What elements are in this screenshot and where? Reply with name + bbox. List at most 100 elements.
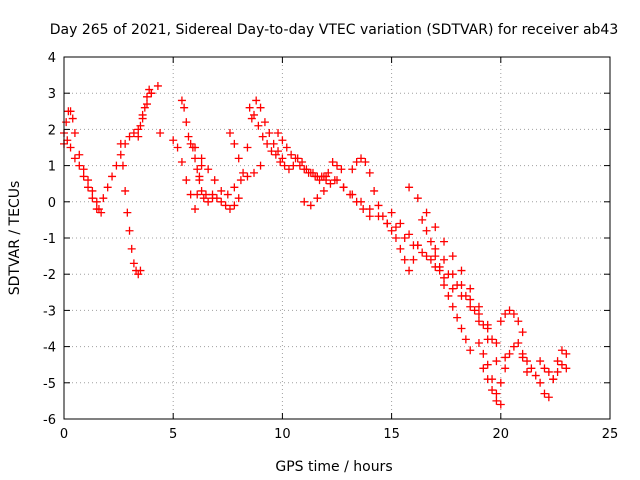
data-point — [422, 252, 431, 261]
data-point — [116, 150, 125, 159]
data-point — [136, 121, 145, 130]
data-point — [361, 157, 370, 166]
data-point — [396, 219, 405, 228]
y-axis-label: SDTVAR / TECUs — [7, 181, 23, 296]
data-point — [260, 118, 269, 127]
data-point — [466, 284, 475, 293]
data-point — [527, 364, 536, 373]
data-point — [492, 338, 501, 347]
data-point — [322, 172, 331, 181]
data-point — [431, 244, 440, 253]
data-point — [333, 161, 341, 170]
data-point — [483, 324, 492, 333]
data-point — [536, 357, 545, 366]
data-point — [153, 81, 162, 90]
data-point — [557, 346, 566, 355]
data-point — [387, 208, 396, 217]
axis-ticks: 0 5 10 15 20 25 -6 -5 -4 -3 -2 -1 0 1 2 3 4 — [43, 51, 618, 442]
y-tick-label: 0 — [48, 196, 56, 211]
data-point — [431, 262, 440, 271]
data-point — [84, 176, 93, 185]
data-point — [330, 176, 339, 185]
data-point — [365, 212, 374, 221]
data-point — [197, 154, 206, 163]
data-point — [223, 190, 232, 199]
data-point — [557, 360, 566, 369]
data-point — [169, 136, 178, 145]
data-point — [182, 118, 191, 127]
data-point — [422, 226, 431, 235]
data-point — [523, 367, 532, 376]
x-tick-label: 5 — [169, 427, 177, 442]
data-point — [193, 190, 202, 199]
data-point — [138, 110, 147, 119]
data-point — [191, 143, 200, 152]
data-point — [84, 183, 93, 192]
data-point — [501, 364, 510, 373]
data-point — [328, 157, 337, 166]
data-point — [492, 396, 501, 405]
data-point — [177, 157, 186, 166]
data-point — [88, 186, 97, 195]
data-point — [245, 103, 254, 112]
data-point — [134, 132, 143, 141]
data-point — [191, 205, 200, 214]
data-point — [405, 183, 414, 192]
data-point — [457, 281, 466, 290]
data-point — [300, 165, 309, 174]
data-point — [142, 92, 151, 101]
y-tick-label: 2 — [48, 123, 56, 138]
data-point — [221, 201, 230, 210]
data-points — [60, 81, 571, 409]
data-point — [339, 183, 348, 192]
data-point — [440, 281, 449, 290]
data-point — [230, 183, 239, 192]
data-point — [173, 143, 182, 152]
data-point — [250, 168, 259, 177]
chart-title: Day 265 of 2021, Sidereal Day-to-day VTE… — [50, 22, 619, 38]
data-point — [509, 342, 518, 351]
data-point — [97, 208, 106, 217]
data-point — [180, 103, 189, 112]
y-tick-label: -5 — [43, 377, 56, 392]
data-point — [466, 346, 475, 355]
data-point — [319, 186, 328, 195]
data-point — [440, 255, 449, 264]
data-point — [518, 328, 527, 337]
data-point — [70, 129, 79, 138]
y-tick-label: 3 — [48, 87, 56, 102]
data-point — [265, 129, 274, 138]
data-point — [396, 244, 405, 253]
data-point — [282, 143, 291, 152]
data-point — [147, 89, 156, 98]
data-point — [474, 302, 483, 311]
data-point — [243, 172, 252, 181]
data-point — [129, 259, 138, 268]
data-point — [66, 143, 75, 152]
data-point — [193, 165, 202, 174]
x-tick-label: 10 — [274, 427, 291, 442]
data-point — [457, 266, 466, 275]
data-point — [453, 313, 462, 322]
data-point — [225, 129, 234, 138]
data-point — [518, 349, 527, 358]
data-point — [254, 121, 263, 130]
data-point — [103, 183, 112, 192]
data-point — [553, 357, 562, 366]
data-point — [383, 219, 392, 228]
data-point — [177, 96, 186, 105]
data-point — [92, 197, 101, 206]
data-point — [431, 252, 440, 261]
data-point — [448, 284, 457, 293]
data-point — [140, 103, 149, 112]
data-point — [250, 110, 259, 119]
data-point — [118, 161, 127, 170]
data-point — [156, 129, 165, 138]
data-point — [116, 139, 125, 148]
data-point — [62, 118, 71, 127]
data-point — [466, 302, 475, 311]
x-tick-label: 20 — [493, 427, 510, 442]
data-point — [496, 317, 505, 326]
data-point — [365, 205, 374, 214]
data-point — [435, 266, 444, 275]
